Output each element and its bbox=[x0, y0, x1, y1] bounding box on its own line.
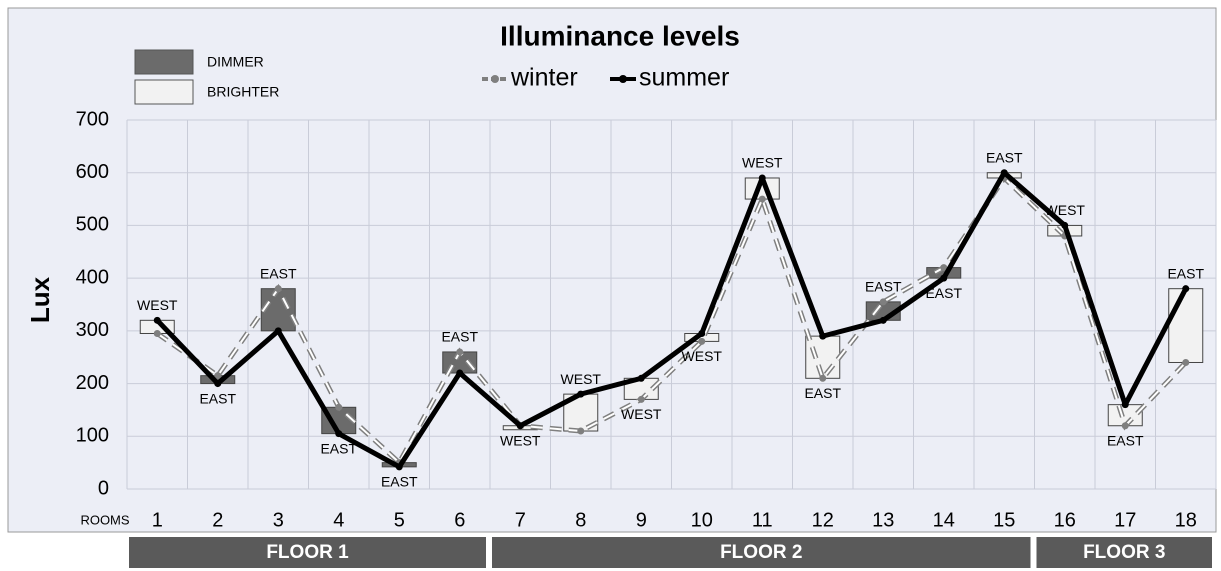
orientation-label: EAST bbox=[804, 385, 841, 401]
floor-label: FLOOR 3 bbox=[1083, 542, 1165, 563]
series-point bbox=[274, 285, 282, 293]
orientation-label: EAST bbox=[986, 149, 1023, 165]
series-point bbox=[940, 264, 948, 272]
y-tick-label: 300 bbox=[76, 319, 109, 341]
series-point bbox=[395, 463, 403, 471]
y-tick-label: 0 bbox=[98, 477, 109, 499]
x-tick-label: 1 bbox=[152, 509, 163, 531]
y-tick-label: 100 bbox=[76, 425, 109, 447]
series-point bbox=[1000, 169, 1008, 177]
orientation-label: EAST bbox=[260, 265, 297, 281]
x-axis-label: ROOMS bbox=[80, 512, 129, 527]
series-point bbox=[819, 332, 827, 340]
y-axis-label: Lux bbox=[25, 276, 55, 323]
orientation-label: EAST bbox=[1167, 265, 1204, 281]
series-point bbox=[456, 348, 464, 356]
orientation-label: WEST bbox=[561, 371, 602, 387]
x-tick-label: 6 bbox=[454, 509, 465, 531]
series-point bbox=[577, 390, 585, 398]
series-point bbox=[1182, 358, 1190, 366]
y-tick-label: 200 bbox=[76, 372, 109, 394]
floor-label: FLOOR 1 bbox=[266, 542, 349, 563]
orientation-label: WEST bbox=[682, 348, 723, 364]
legend-marker bbox=[491, 75, 499, 83]
orientation-label: EAST bbox=[865, 279, 902, 295]
series-point bbox=[758, 174, 766, 182]
x-tick-label: 7 bbox=[515, 509, 526, 531]
x-tick-label: 4 bbox=[333, 509, 344, 531]
series-point bbox=[577, 427, 585, 435]
series-point bbox=[456, 369, 464, 377]
box-legend-swatch bbox=[134, 49, 194, 75]
series-point bbox=[274, 327, 282, 335]
series-point bbox=[335, 430, 343, 438]
series-line-inner bbox=[156, 176, 1187, 465]
orientation-label: EAST bbox=[441, 329, 478, 345]
series-line bbox=[155, 170, 1188, 470]
orientation-label: WEST bbox=[137, 297, 178, 313]
x-tick-label: 18 bbox=[1175, 509, 1197, 531]
legend-label: winter bbox=[510, 64, 578, 92]
series-point bbox=[1121, 401, 1129, 409]
orientation-label: EAST bbox=[1107, 432, 1144, 448]
series-point bbox=[940, 274, 948, 282]
series-point bbox=[637, 395, 645, 403]
x-tick-label: 8 bbox=[575, 509, 586, 531]
chart-title: Illuminance levels bbox=[500, 20, 740, 51]
floor-label: FLOOR 2 bbox=[720, 542, 802, 563]
x-tick-label: 5 bbox=[394, 509, 405, 531]
x-tick-label: 11 bbox=[752, 509, 773, 531]
series-point bbox=[637, 374, 645, 382]
series-point bbox=[819, 374, 827, 382]
box-legend-swatch bbox=[134, 79, 194, 105]
orientation-label: WEST bbox=[1045, 202, 1086, 218]
x-tick-label: 2 bbox=[212, 509, 223, 531]
series-point bbox=[879, 298, 887, 306]
floor-bar bbox=[129, 537, 486, 568]
orientation-label: EAST bbox=[381, 474, 418, 490]
series-point bbox=[214, 380, 222, 388]
series-point bbox=[516, 422, 524, 430]
floor-bar bbox=[492, 537, 1031, 568]
x-tick-label: 9 bbox=[636, 509, 647, 531]
y-tick-label: 600 bbox=[76, 161, 109, 183]
legend-label: summer bbox=[639, 64, 729, 92]
x-tick-label: 12 bbox=[812, 509, 834, 531]
series-point bbox=[758, 195, 766, 203]
floor-bar bbox=[1036, 537, 1212, 568]
orientation-label: EAST bbox=[320, 440, 357, 456]
x-tick-label: 3 bbox=[273, 509, 284, 531]
y-tick-label: 700 bbox=[76, 108, 109, 130]
orientation-label: WEST bbox=[621, 406, 662, 422]
series-point bbox=[879, 316, 887, 324]
x-tick-label: 13 bbox=[872, 509, 894, 531]
series-point bbox=[1121, 422, 1129, 430]
orientation-label: EAST bbox=[925, 285, 962, 301]
series-point bbox=[1061, 221, 1069, 229]
series-point bbox=[698, 329, 706, 337]
orientation-label: WEST bbox=[500, 432, 541, 448]
series-point bbox=[214, 372, 222, 380]
series-point bbox=[698, 337, 706, 345]
x-tick-label: 10 bbox=[691, 509, 713, 531]
x-tick-label: 17 bbox=[1114, 509, 1136, 531]
legend-marker bbox=[619, 75, 627, 83]
box-legend-label: BRIGHTER bbox=[207, 84, 279, 100]
series-point bbox=[1182, 285, 1190, 293]
orientation-label: WEST bbox=[742, 155, 783, 171]
x-tick-label: 14 bbox=[933, 509, 955, 531]
x-tick-label: 16 bbox=[1054, 509, 1076, 531]
difference-box bbox=[1168, 288, 1204, 363]
series-point bbox=[335, 403, 343, 411]
box-legend-label: DIMMER bbox=[207, 54, 264, 70]
y-tick-label: 400 bbox=[76, 266, 109, 288]
series-point bbox=[153, 329, 161, 337]
difference-box bbox=[260, 288, 296, 332]
x-tick-label: 15 bbox=[993, 509, 1015, 531]
orientation-label: EAST bbox=[199, 390, 236, 406]
series-point bbox=[153, 316, 161, 324]
plot-background bbox=[7, 7, 1217, 533]
y-tick-label: 500 bbox=[76, 214, 109, 236]
